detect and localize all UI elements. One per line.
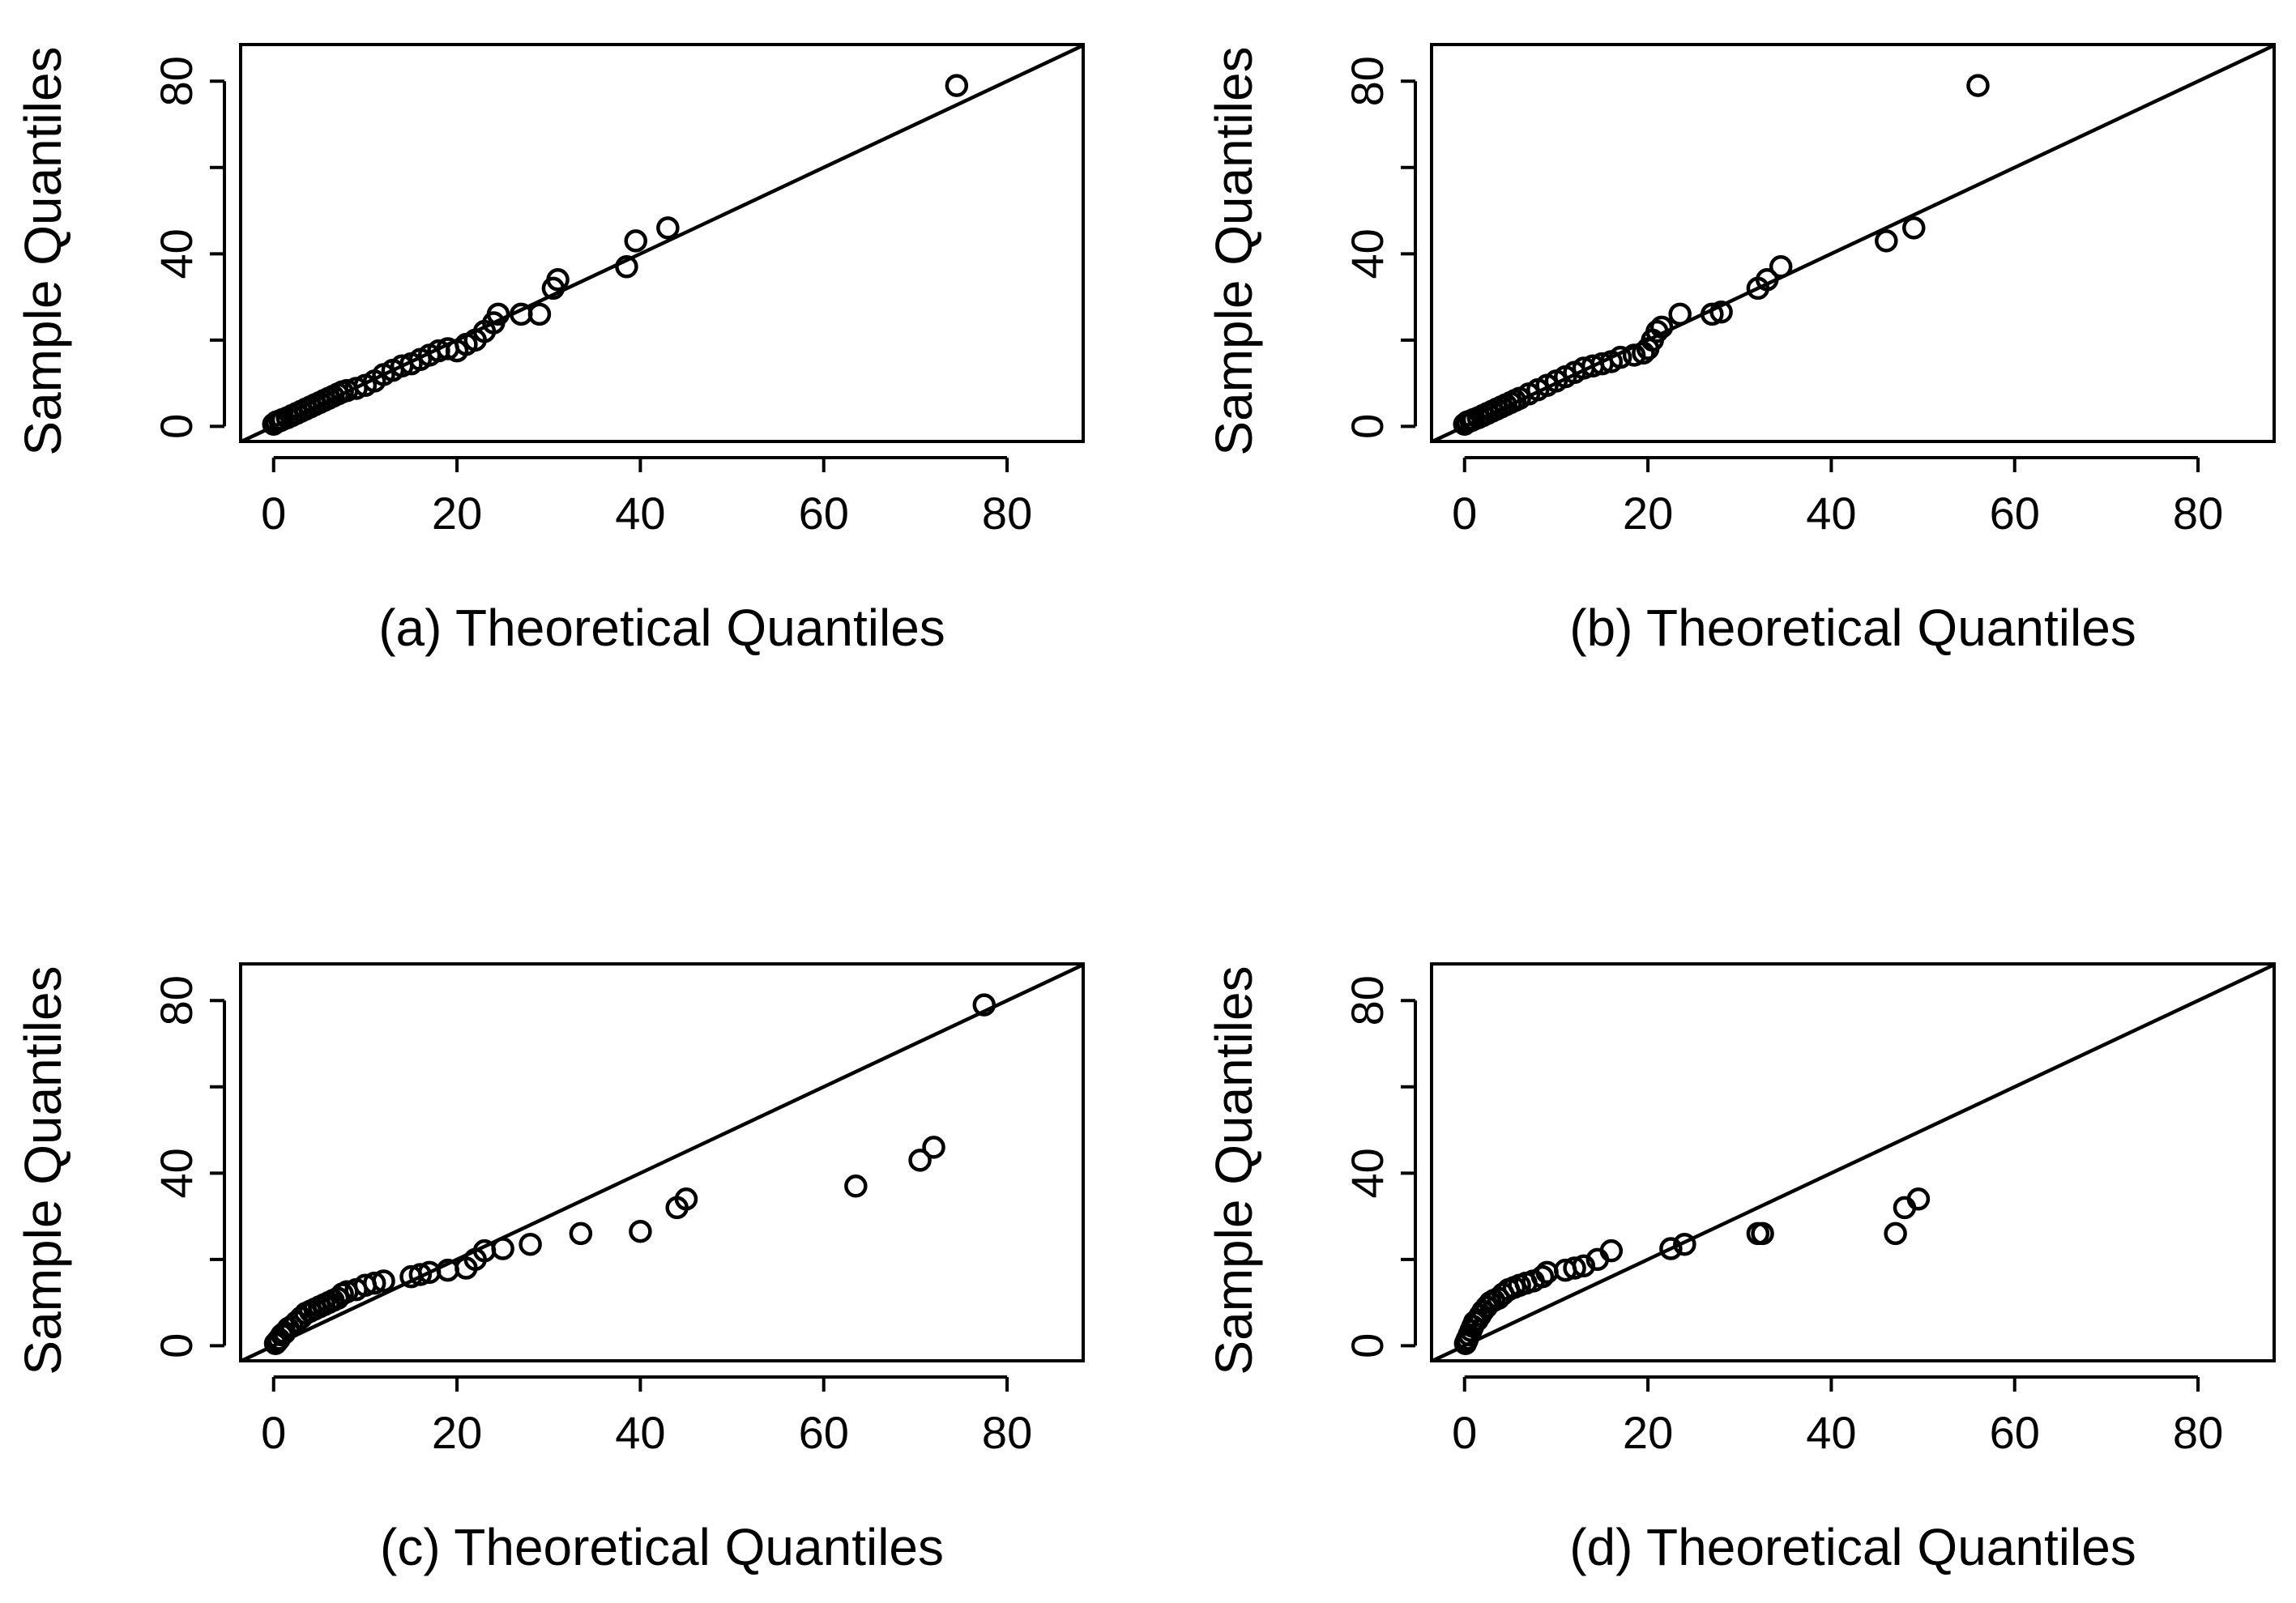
plot-area: [1432, 964, 2274, 1361]
y-axis-title: Sample Quantiles: [14, 46, 72, 455]
panel-c: 0 20 40 60 80 0 40 80 (c) Theoretical Quantiles S…: [14, 962, 1085, 1576]
data-point: [519, 1232, 542, 1256]
data-point: [615, 255, 638, 279]
data-point: [546, 268, 570, 292]
x-tick-label: 0: [1452, 1407, 1477, 1458]
panel-a: 0 20 40 60 80 0 40 80 (a) Theoretical Quantiles S…: [14, 43, 1085, 657]
x-tick-label: 60: [1990, 488, 2040, 539]
y-tick-label: 40: [151, 1148, 202, 1198]
y-axis-title: Sample Quantiles: [14, 966, 72, 1375]
x-tick-label: 0: [1452, 488, 1477, 539]
y-tick-label: 80: [151, 56, 202, 106]
data-point: [1709, 300, 1733, 324]
data-point: [922, 1136, 945, 1159]
data-point: [1530, 1264, 1555, 1289]
data-point: [1622, 343, 1646, 367]
x-tick-label: 0: [261, 488, 286, 539]
data-point: [569, 1221, 593, 1246]
x-tick-label: 40: [1806, 488, 1856, 539]
data-point: [629, 1219, 652, 1243]
y-tick-label: 80: [151, 975, 202, 1025]
y-tick-label: 0: [151, 1333, 202, 1358]
data-point: [1649, 315, 1674, 339]
data-point: [1572, 1254, 1596, 1278]
data-point: [674, 1187, 698, 1211]
data-point: [1769, 255, 1793, 279]
data-point: [1659, 1237, 1683, 1260]
x-tick-label: 0: [261, 1407, 286, 1458]
data-point: [527, 302, 552, 326]
x-tick-label: 20: [432, 1407, 482, 1458]
plot-area: [241, 45, 1083, 441]
data-point: [1751, 1221, 1774, 1246]
x-tick-label: 20: [1623, 488, 1673, 539]
y-tick-label: 80: [1342, 56, 1393, 106]
x-tick-label: 20: [1623, 1407, 1673, 1458]
data-point: [1755, 268, 1779, 292]
x-tick-label: 80: [982, 488, 1032, 539]
data-point: [624, 229, 647, 253]
data-point: [844, 1175, 868, 1198]
data-point: [1884, 1221, 1907, 1246]
x-tick-label: 60: [799, 488, 849, 539]
data-point: [908, 1149, 932, 1172]
plot-frame: [239, 43, 1085, 443]
data-point: [1608, 345, 1632, 369]
data-point: [491, 1237, 514, 1260]
data-point: [1599, 1238, 1624, 1263]
x-tick-label: 20: [432, 488, 482, 539]
plot-area: [1432, 45, 2274, 441]
data-point: [1875, 229, 1898, 253]
x-tick-label: 80: [982, 1407, 1032, 1458]
y-tick-label: 80: [1342, 975, 1393, 1025]
data-point: [408, 1263, 433, 1286]
y-axis-title: Sample Quantiles: [1205, 46, 1263, 455]
data-point: [1906, 1187, 1931, 1211]
x-axis-title: (a) Theoretical Quantiles: [378, 599, 945, 657]
data-point: [1563, 1256, 1586, 1280]
data-point: [1673, 1232, 1696, 1256]
x-tick-label: 80: [2173, 488, 2223, 539]
x-tick-label: 40: [615, 1407, 665, 1458]
plot-frame: [1430, 43, 2276, 443]
y-tick-label: 0: [151, 414, 202, 439]
plot-frame: [1430, 962, 2276, 1362]
panel-d: 0 20 40 60 80 0 40 80 (d) Theoretical Quantiles S…: [1205, 962, 2276, 1576]
data-point: [372, 1269, 395, 1293]
panel-b: 0 20 40 60 80 0 40 80 (b) Theoretical Quantiles S…: [1205, 43, 2276, 657]
reference-line: [241, 964, 1083, 1361]
x-tick-label: 60: [1990, 1407, 2040, 1458]
x-axis-title: (d) Theoretical Quantiles: [1569, 1518, 2136, 1576]
data-point: [486, 302, 510, 326]
reference-line: [1432, 45, 2274, 441]
data-point: [1668, 302, 1692, 326]
y-tick-label: 40: [1342, 1148, 1393, 1198]
y-axis-title: Sample Quantiles: [1205, 966, 1263, 1375]
data-point: [972, 993, 996, 1017]
x-tick-label: 40: [1806, 1407, 1856, 1458]
data-point: [1645, 319, 1669, 343]
data-point: [1902, 216, 1926, 240]
data-point: [1701, 302, 1724, 326]
plot-area: [241, 964, 1083, 1361]
x-tick-label: 40: [615, 488, 665, 539]
y-tick-label: 40: [151, 228, 202, 279]
y-tick-label: 0: [1342, 1333, 1393, 1358]
reference-line: [1432, 964, 2274, 1361]
y-tick-label: 0: [1342, 414, 1393, 439]
data-point: [362, 1271, 386, 1295]
reference-line: [241, 45, 1083, 441]
plot-frame: [239, 962, 1085, 1362]
x-axis-title: (c) Theoretical Quantiles: [380, 1518, 944, 1576]
data-point: [656, 216, 680, 240]
data-point: [1966, 74, 1990, 97]
data-point: [945, 74, 969, 97]
x-axis-title: (b) Theoretical Quantiles: [1569, 599, 2136, 657]
x-tick-label: 80: [2173, 1407, 2223, 1458]
y-tick-label: 40: [1342, 228, 1393, 279]
x-tick-label: 60: [799, 1407, 849, 1458]
